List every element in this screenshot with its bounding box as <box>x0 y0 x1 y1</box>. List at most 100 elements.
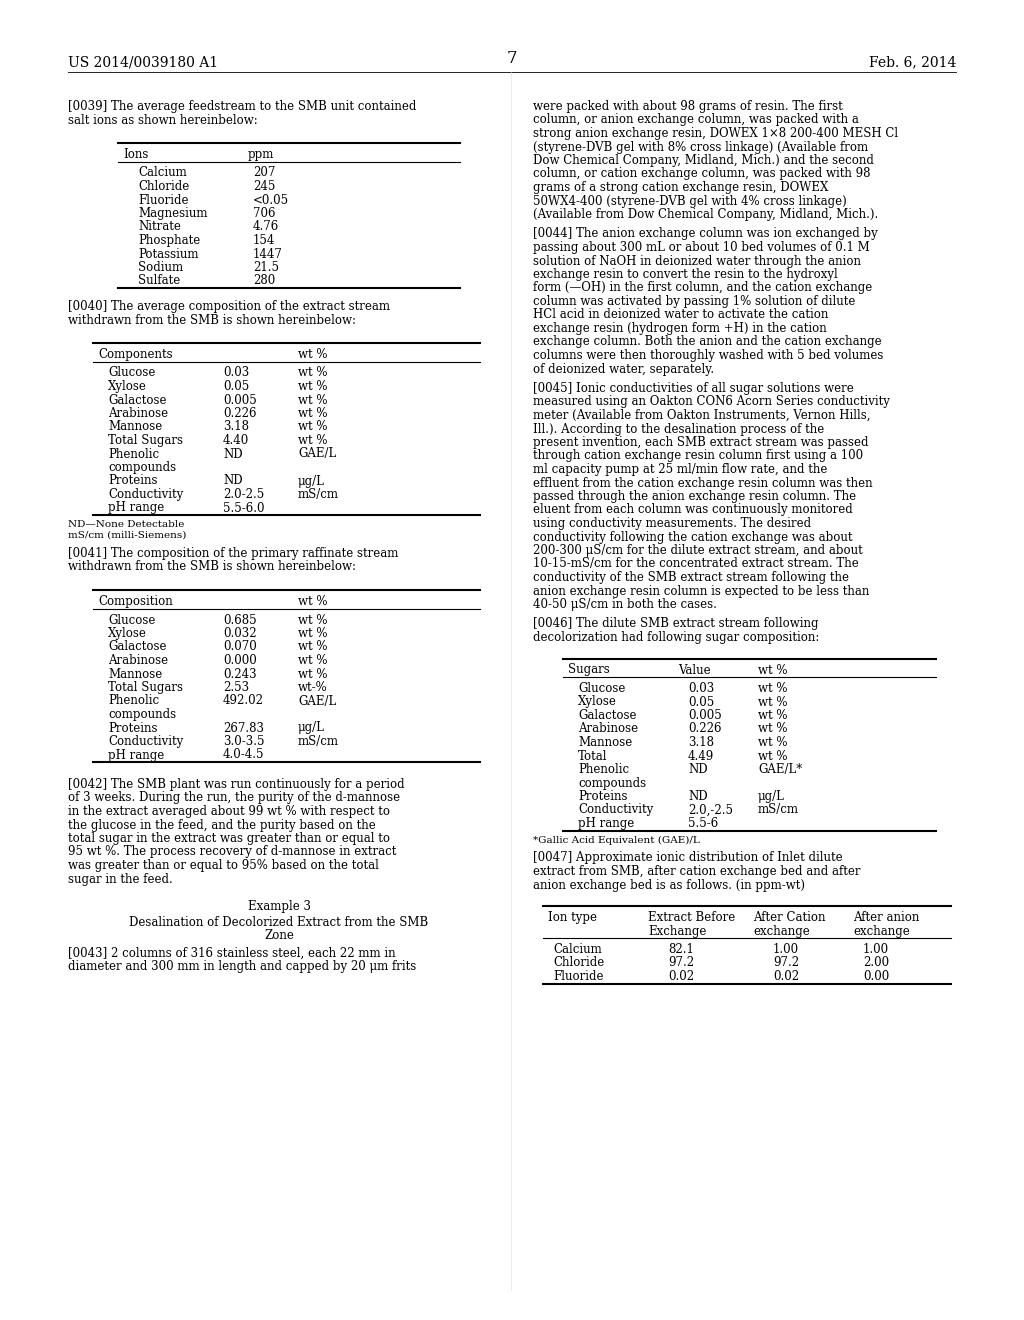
Text: ND: ND <box>223 447 243 461</box>
Text: Galactose: Galactose <box>108 640 167 653</box>
Text: (Available from Dow Chemical Company, Midland, Mich.).: (Available from Dow Chemical Company, Mi… <box>534 209 879 220</box>
Text: Phenolic: Phenolic <box>108 694 159 708</box>
Text: *Gallic Acid Equivalent (GAE)/L: *Gallic Acid Equivalent (GAE)/L <box>534 836 699 845</box>
Text: mS/cm: mS/cm <box>298 735 339 748</box>
Text: 0.226: 0.226 <box>688 722 722 735</box>
Text: withdrawn from the SMB is shown hereinbelow:: withdrawn from the SMB is shown hereinbe… <box>68 561 356 573</box>
Text: 0.05: 0.05 <box>223 380 249 393</box>
Text: 5.5-6: 5.5-6 <box>688 817 718 830</box>
Text: 2.53: 2.53 <box>223 681 249 694</box>
Text: present invention, each SMB extract stream was passed: present invention, each SMB extract stre… <box>534 436 868 449</box>
Text: exchange resin to convert the resin to the hydroxyl: exchange resin to convert the resin to t… <box>534 268 838 281</box>
Text: anion exchange resin column is expected to be less than: anion exchange resin column is expected … <box>534 585 869 598</box>
Text: Mannose: Mannose <box>108 668 162 681</box>
Text: mS/cm (milli-Siemens): mS/cm (milli-Siemens) <box>68 531 186 540</box>
Text: 0.03: 0.03 <box>223 367 249 380</box>
Text: [0044] The anion exchange column was ion exchanged by: [0044] The anion exchange column was ion… <box>534 227 878 240</box>
Text: column, or cation exchange column, was packed with 98: column, or cation exchange column, was p… <box>534 168 870 181</box>
Text: Phenolic: Phenolic <box>578 763 629 776</box>
Text: Nitrate: Nitrate <box>138 220 181 234</box>
Text: the glucose in the feed, and the purity based on the: the glucose in the feed, and the purity … <box>68 818 376 832</box>
Text: Total Sugars: Total Sugars <box>108 434 183 447</box>
Text: wt %: wt % <box>298 668 328 681</box>
Text: was greater than or equal to 95% based on the total: was greater than or equal to 95% based o… <box>68 859 379 873</box>
Text: Galactose: Galactose <box>108 393 167 407</box>
Text: Value: Value <box>678 664 711 676</box>
Text: ppm: ppm <box>248 148 274 161</box>
Text: 97.2: 97.2 <box>668 957 694 969</box>
Text: ml capacity pump at 25 ml/min flow rate, and the: ml capacity pump at 25 ml/min flow rate,… <box>534 463 827 477</box>
Text: Glucose: Glucose <box>108 614 156 627</box>
Text: 97.2: 97.2 <box>773 957 799 969</box>
Text: <0.05: <0.05 <box>253 194 289 206</box>
Text: effluent from the cation exchange resin column was then: effluent from the cation exchange resin … <box>534 477 872 490</box>
Text: mS/cm: mS/cm <box>298 488 339 502</box>
Text: Calcium: Calcium <box>138 166 186 180</box>
Text: wt-%: wt-% <box>298 681 328 694</box>
Text: wt %: wt % <box>298 348 328 360</box>
Text: wt %: wt % <box>298 627 328 640</box>
Text: mS/cm: mS/cm <box>758 804 799 817</box>
Text: 0.032: 0.032 <box>223 627 257 640</box>
Text: exchange column. Both the anion and the cation exchange: exchange column. Both the anion and the … <box>534 335 882 348</box>
Text: Mannose: Mannose <box>108 421 162 433</box>
Text: pH range: pH range <box>108 748 164 762</box>
Text: Exchange: Exchange <box>648 924 707 937</box>
Text: Xylose: Xylose <box>108 380 146 393</box>
Text: columns were then thoroughly washed with 5 bed volumes: columns were then thoroughly washed with… <box>534 348 884 362</box>
Text: US 2014/0039180 A1: US 2014/0039180 A1 <box>68 55 218 69</box>
Text: wt %: wt % <box>298 380 328 393</box>
Text: Sugars: Sugars <box>568 664 609 676</box>
Text: column was activated by passing 1% solution of dilute: column was activated by passing 1% solut… <box>534 294 855 308</box>
Text: μg/L: μg/L <box>298 722 325 734</box>
Text: ND: ND <box>223 474 243 487</box>
Text: Desalination of Decolorized Extract from the SMB: Desalination of Decolorized Extract from… <box>129 916 429 928</box>
Text: Galactose: Galactose <box>578 709 637 722</box>
Text: 1.00: 1.00 <box>773 942 799 956</box>
Text: [0039] The average feedstream to the SMB unit contained: [0039] The average feedstream to the SMB… <box>68 100 417 114</box>
Text: conductivity of the SMB extract stream following the: conductivity of the SMB extract stream f… <box>534 572 849 583</box>
Text: 40-50 μS/cm in both the cases.: 40-50 μS/cm in both the cases. <box>534 598 717 611</box>
Text: Ions: Ions <box>123 148 148 161</box>
Text: ND—None Detectable: ND—None Detectable <box>68 520 184 529</box>
Text: [0046] The dilute SMB extract stream following: [0046] The dilute SMB extract stream fol… <box>534 618 818 631</box>
Text: GAE/L: GAE/L <box>298 447 336 461</box>
Text: Dow Chemical Company, Midland, Mich.) and the second: Dow Chemical Company, Midland, Mich.) an… <box>534 154 873 168</box>
Text: [0045] Ionic conductivities of all sugar solutions were: [0045] Ionic conductivities of all sugar… <box>534 381 854 395</box>
Text: Extract Before: Extract Before <box>648 911 735 924</box>
Text: Xylose: Xylose <box>108 627 146 640</box>
Text: passing about 300 mL or about 10 bed volumes of 0.1 M: passing about 300 mL or about 10 bed vol… <box>534 242 869 253</box>
Text: 0.02: 0.02 <box>668 970 694 983</box>
Text: form (—OH) in the first column, and the cation exchange: form (—OH) in the first column, and the … <box>534 281 872 294</box>
Text: 3.18: 3.18 <box>688 737 714 748</box>
Text: 82.1: 82.1 <box>668 942 694 956</box>
Text: wt %: wt % <box>298 393 328 407</box>
Text: 2.00: 2.00 <box>863 957 889 969</box>
Text: of 3 weeks. During the run, the purity of the d-mannose: of 3 weeks. During the run, the purity o… <box>68 792 400 804</box>
Text: of deionized water, separately.: of deionized water, separately. <box>534 363 714 375</box>
Text: measured using an Oakton CON6 Acorn Series conductivity: measured using an Oakton CON6 Acorn Seri… <box>534 396 890 408</box>
Text: Sulfate: Sulfate <box>138 275 180 288</box>
Text: Mannose: Mannose <box>578 737 632 748</box>
Text: Components: Components <box>98 348 173 360</box>
Text: 0.070: 0.070 <box>223 640 257 653</box>
Text: grams of a strong cation exchange resin, DOWEX: grams of a strong cation exchange resin,… <box>534 181 828 194</box>
Text: Zone: Zone <box>264 929 294 942</box>
Text: wt %: wt % <box>298 434 328 447</box>
Text: wt %: wt % <box>758 682 787 696</box>
Text: 3.18: 3.18 <box>223 421 249 433</box>
Text: 4.76: 4.76 <box>253 220 280 234</box>
Text: 7: 7 <box>507 50 517 67</box>
Text: wt %: wt % <box>758 722 787 735</box>
Text: 4.0-4.5: 4.0-4.5 <box>223 748 264 762</box>
Text: wt %: wt % <box>298 614 328 627</box>
Text: GAE/L*: GAE/L* <box>758 763 802 776</box>
Text: wt %: wt % <box>298 653 328 667</box>
Text: wt %: wt % <box>758 709 787 722</box>
Text: 1447: 1447 <box>253 248 283 260</box>
Text: Fluoride: Fluoride <box>138 194 188 206</box>
Text: Conductivity: Conductivity <box>108 488 183 502</box>
Text: 3.0-3.5: 3.0-3.5 <box>223 735 264 748</box>
Text: wt %: wt % <box>758 750 787 763</box>
Text: strong anion exchange resin, DOWEX 1×8 200-400 MESH Cl: strong anion exchange resin, DOWEX 1×8 2… <box>534 127 898 140</box>
